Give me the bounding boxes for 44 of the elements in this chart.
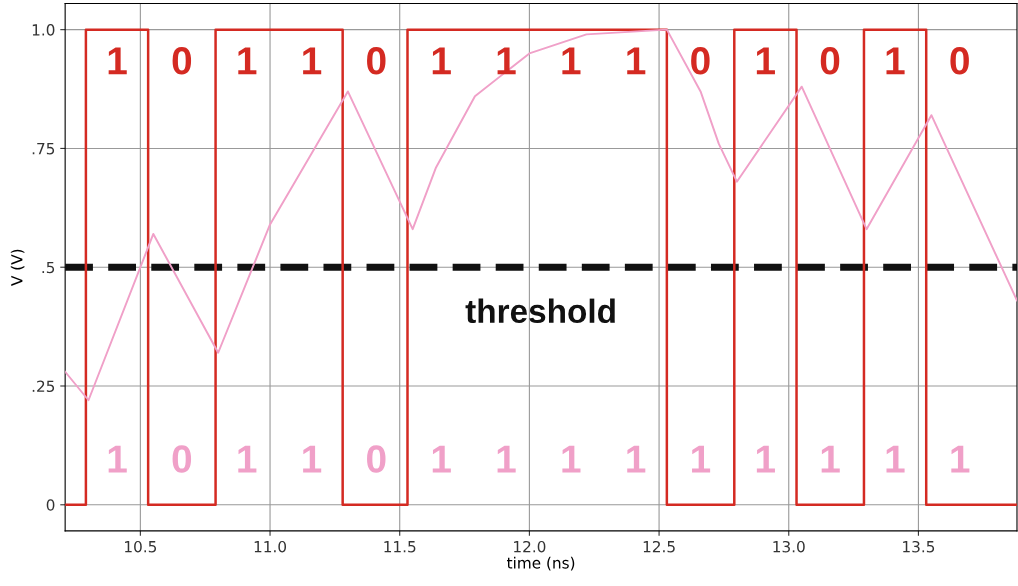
annotation: 1	[821, 445, 840, 473]
annotation: 1	[886, 47, 905, 75]
x-tick-label: 10.5	[125, 540, 157, 553]
annotation: 1	[238, 47, 257, 75]
annotation: 0	[367, 445, 386, 473]
annotation: 1	[692, 445, 711, 473]
y-tick-label: .5	[42, 261, 55, 274]
annotation: 0	[691, 47, 710, 75]
annotation: 0	[820, 47, 840, 75]
y-axis-title: V (V)	[10, 249, 25, 286]
annotation: 1	[497, 445, 516, 473]
annotation: 0	[172, 47, 192, 75]
y-tick-label: .25	[32, 380, 55, 393]
y-tick-label: 0	[46, 499, 55, 511]
annotation: 1	[562, 47, 581, 75]
annotation: 1	[238, 445, 257, 473]
ref-line-label: threshold	[465, 298, 615, 324]
annotation: 1	[627, 47, 646, 75]
annotation: 1	[432, 445, 451, 473]
y-tick-label: 1.0	[32, 24, 55, 36]
annotation: 1	[627, 445, 646, 473]
annotation: 1	[497, 47, 516, 75]
line-series	[65, 28, 1017, 402]
x-tick-label: 13.0	[773, 540, 805, 553]
x-tick-label: 11.5	[384, 541, 416, 553]
annotation: 0	[950, 47, 969, 75]
x-tick-label: 12.5	[643, 540, 675, 553]
annotation: 1	[951, 445, 970, 473]
annotation: 1	[756, 47, 775, 75]
x-tick-label: 13.5	[903, 540, 935, 553]
annotation: 0	[172, 445, 192, 473]
annotation: 1	[108, 445, 127, 473]
annotation: 1	[108, 47, 127, 75]
annotation: 0	[367, 47, 386, 75]
x-axis-title: time (ns)	[507, 556, 575, 571]
annotation: 1	[303, 47, 322, 75]
annotation: 1	[432, 47, 451, 75]
y-tick-label: .75	[32, 143, 55, 155]
annotation: 1	[562, 445, 581, 473]
annotation: 1	[886, 445, 905, 473]
annotation: 1	[303, 445, 322, 473]
x-tick-label: 11.0	[254, 540, 287, 553]
x-tick-label: 12.0	[514, 540, 546, 553]
annotation: 1	[756, 445, 775, 473]
